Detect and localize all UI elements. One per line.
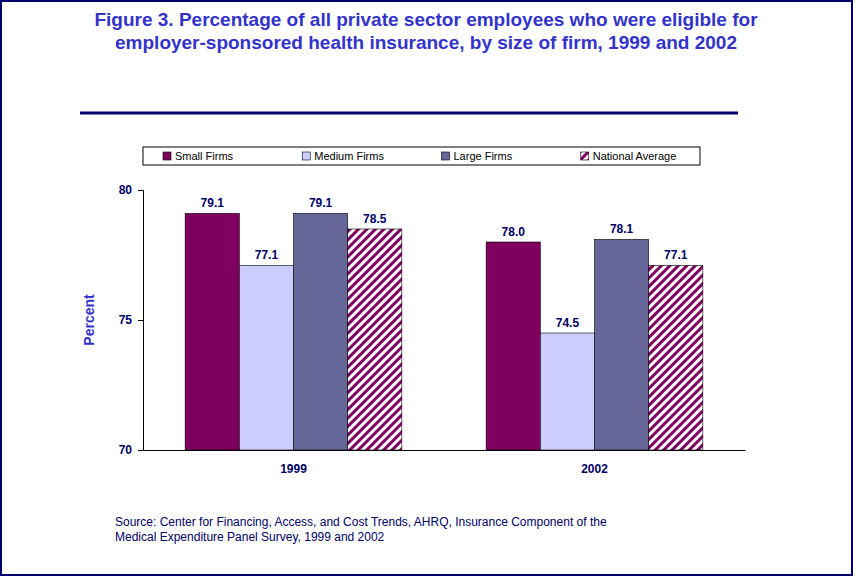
data-label: 79.1 [309, 196, 333, 210]
legend-label: Large Firms [454, 150, 513, 162]
bars [185, 213, 703, 450]
y-axis-title: Percent [81, 294, 97, 346]
y-tick-mark [138, 450, 143, 451]
x-axis-line [144, 450, 746, 451]
x-tick: 2002 [581, 450, 608, 476]
data-label: 79.1 [201, 196, 225, 210]
bar [185, 213, 239, 450]
y-tick: 70 [119, 443, 143, 457]
legend-swatch [302, 152, 310, 160]
bar [649, 265, 703, 450]
data-label: 78.5 [363, 212, 387, 226]
y-tick: 75 [119, 313, 143, 327]
data-label: 78.0 [502, 225, 526, 239]
y-axis: 70 75 80 [119, 183, 144, 457]
source-note: Source: Center for Financing, Access, an… [115, 515, 615, 545]
legend-swatch [581, 152, 589, 160]
x-tick: 1999 [280, 450, 307, 476]
legend-label: Medium Firms [314, 150, 384, 162]
bar [239, 265, 293, 450]
x-tick-label: 2002 [581, 462, 608, 476]
data-label: 78.1 [610, 222, 634, 236]
data-label: 77.1 [664, 248, 688, 262]
page-frame [1, 1, 852, 575]
bar [486, 242, 540, 450]
y-tick-label: 70 [119, 443, 133, 457]
title-rule [80, 112, 738, 115]
x-axis: 1999 2002 [144, 450, 746, 476]
y-axis-line [138, 191, 144, 451]
bar [540, 333, 594, 450]
legend: Small Firms Medium Firms Large Firms Nation… [143, 147, 700, 165]
bar [294, 213, 348, 450]
legend-box [143, 147, 700, 165]
chart-svg: 70758019992002Percent79.178.077.174.579.… [0, 0, 853, 576]
chart-title: Figure 3. Percentage of all private sect… [66, 8, 786, 54]
y-tick-mark [138, 190, 143, 191]
data-label: 74.5 [556, 316, 580, 330]
x-tick-label: 1999 [280, 462, 307, 476]
y-tick: 80 [119, 183, 143, 197]
y-tick-label: 80 [119, 183, 133, 197]
legend-swatch [163, 152, 171, 160]
y-tick-label: 75 [119, 313, 133, 327]
legend-swatch [442, 152, 450, 160]
legend-label: Small Firms [175, 150, 234, 162]
bar [595, 239, 649, 450]
chart-root: 70758019992002Percent79.178.077.174.579.… [0, 0, 853, 576]
bar [348, 229, 402, 450]
y-tick-mark [138, 320, 143, 321]
data-label: 77.1 [255, 248, 279, 262]
legend-label: National Average [593, 150, 677, 162]
data-labels: 79.1 78.0 77.1 74.5 79.1 78.1 78.5 77.1 [201, 196, 688, 330]
